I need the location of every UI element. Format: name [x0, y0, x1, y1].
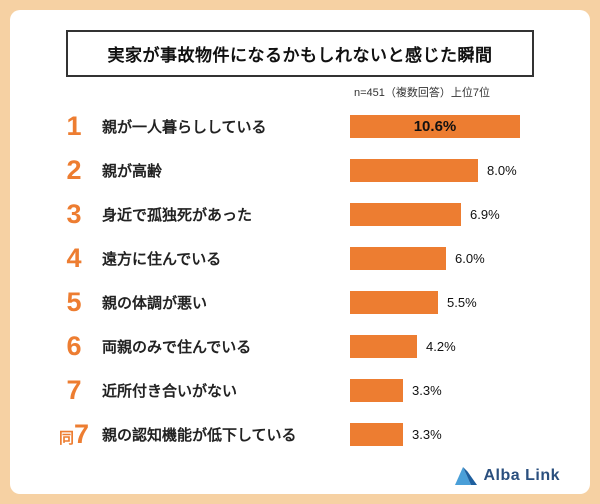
- category-label: 親の体調が悪い: [102, 294, 208, 312]
- category-label: 親が高齢: [102, 162, 163, 180]
- category-label: 身近で孤独死があった: [102, 206, 253, 224]
- value-label: 4.2%: [426, 338, 456, 354]
- bar: [350, 158, 478, 182]
- bar-zone: 10.6%: [350, 114, 590, 138]
- bar-zone: 4.2%: [350, 334, 590, 358]
- rank-number: 4: [66, 242, 82, 273]
- category-label: 親の認知機能が低下している: [102, 426, 297, 444]
- rank-number: 5: [66, 286, 82, 317]
- bar: [350, 334, 417, 358]
- bar: [350, 290, 438, 314]
- value-label: 10.6%: [413, 117, 457, 135]
- value-label: 3.3%: [412, 426, 442, 442]
- bar-zone: 5.5%: [350, 290, 590, 314]
- mountain-logo-icon: [455, 467, 478, 485]
- chart-row: 4 遠方に住んでいる 6.0%: [10, 236, 590, 280]
- logo-text: Alba Link: [483, 467, 560, 484]
- value-label: 6.9%: [470, 206, 500, 222]
- value-label: 6.0%: [455, 250, 485, 266]
- chart-row: 2 親が高齢 8.0%: [10, 148, 590, 192]
- rank-digit: 7: [73, 418, 90, 449]
- tie-prefix: 同: [58, 429, 74, 447]
- bar-zone: 3.3%: [350, 378, 590, 402]
- bar-zone: 6.9%: [350, 202, 590, 226]
- category-label: 両親のみで住んでいる: [102, 338, 252, 356]
- chart-row: 6 両親のみで住んでいる 4.2%: [10, 324, 590, 368]
- rank-number: 7: [66, 374, 82, 405]
- value-label: 3.3%: [412, 382, 442, 398]
- sample-size-note: n=451（複数回答）上位7位: [353, 87, 490, 99]
- chart-row: 3 身近で孤独死があった 6.9%: [10, 192, 590, 236]
- value-label: 8.0%: [487, 162, 517, 178]
- rank-number: 3: [66, 198, 82, 229]
- category-label: 近所付き合いがない: [102, 382, 238, 400]
- bar: [350, 202, 461, 226]
- bar: [350, 246, 446, 270]
- rank-number: 1: [66, 110, 82, 141]
- chart-row: 7 近所付き合いがない 3.3%: [10, 368, 590, 412]
- category-label: 親が一人暮らししている: [102, 118, 267, 136]
- chart-row: 同7 親の認知機能が低下している 3.3%: [10, 412, 590, 456]
- bar-zone: 8.0%: [350, 158, 590, 182]
- value-label: 5.5%: [447, 294, 477, 310]
- chart-row: 5 親の体調が悪い 5.5%: [10, 280, 590, 324]
- infographic-card: 実家が事故物件になるかもしれないと感じた瞬間 n=451（複数回答）上位7位 1…: [10, 10, 590, 494]
- page-title: 実家が事故物件になるかもしれないと感じた瞬間: [66, 30, 534, 77]
- bar: 10.6%: [350, 114, 520, 138]
- ranking-chart: 1 親が一人暮らししている 10.6% 2 親が高齢 8.0% 3 身近で孤独死…: [10, 104, 590, 456]
- rank-number: 6: [66, 330, 82, 361]
- rank-number: 同7: [54, 418, 94, 449]
- bar-zone: 6.0%: [350, 246, 590, 270]
- bar: [350, 378, 403, 402]
- bar: [350, 422, 403, 446]
- rank-number: 2: [66, 154, 82, 185]
- category-label: 遠方に住んでいる: [102, 250, 222, 268]
- chart-row: 1 親が一人暮らししている 10.6%: [10, 104, 590, 148]
- alba-link-logo: Alba Link: [455, 467, 560, 485]
- bar-zone: 3.3%: [350, 422, 590, 446]
